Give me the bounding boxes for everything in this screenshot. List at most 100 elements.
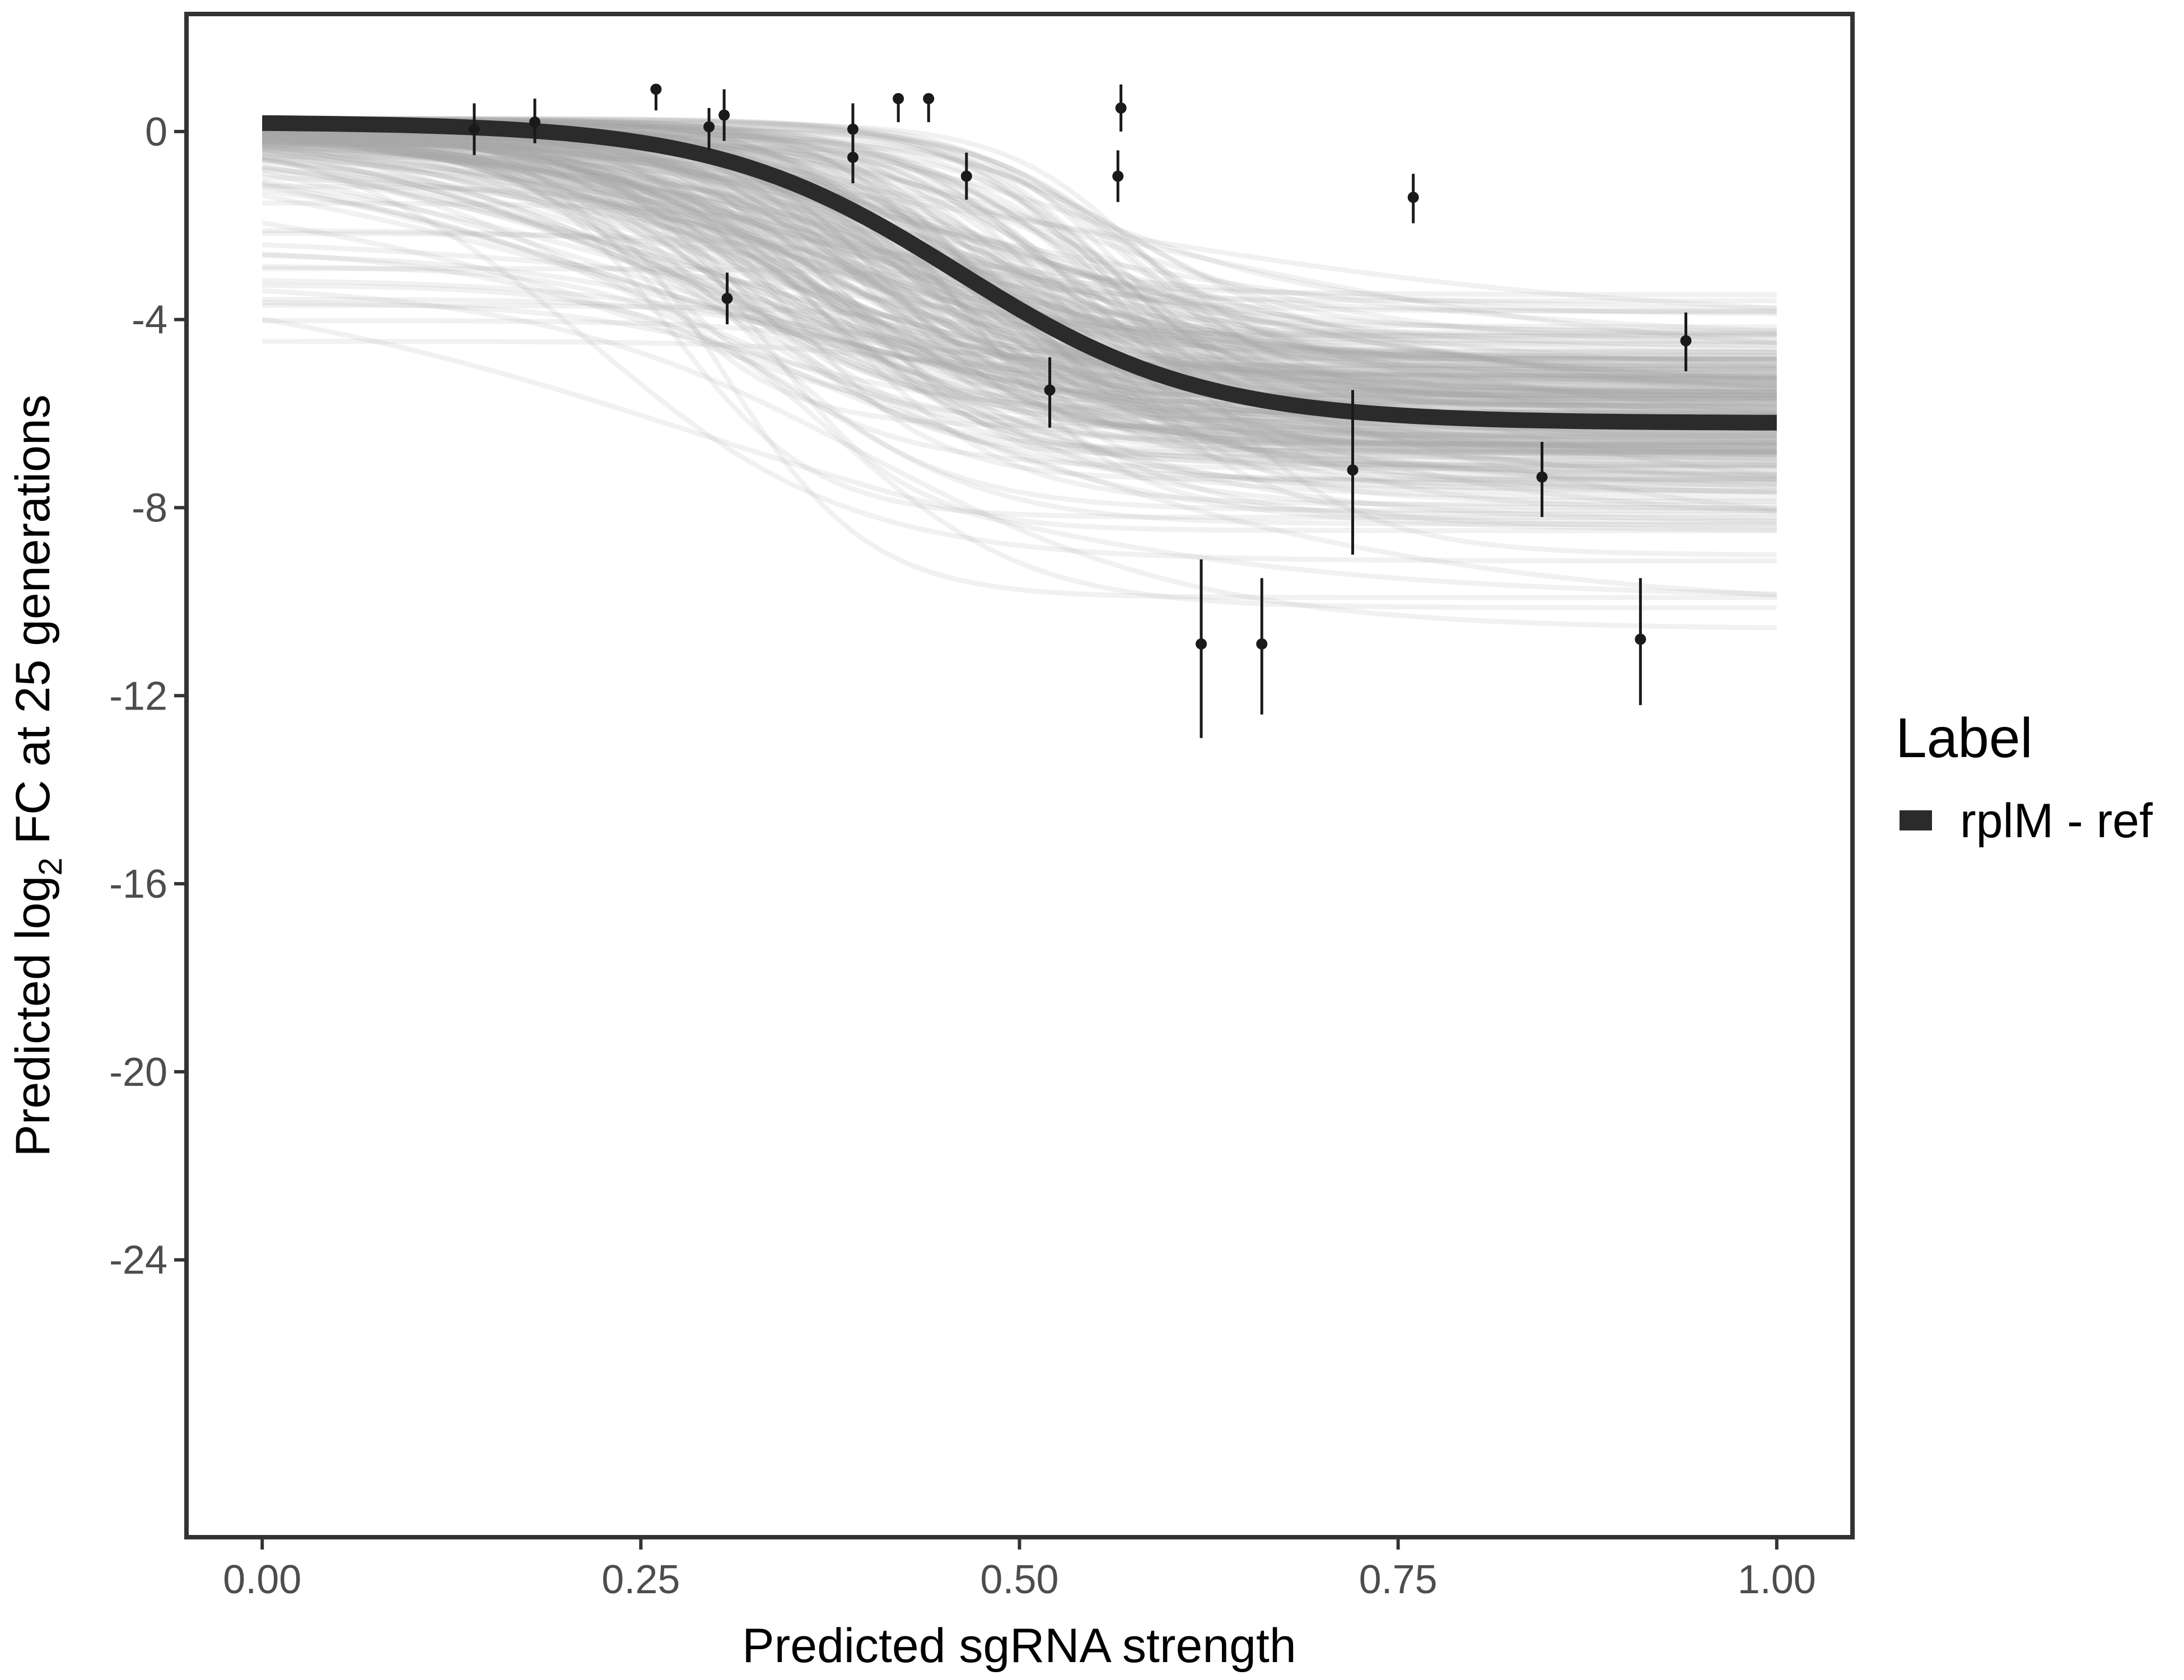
data-point (721, 272, 733, 325)
posterior-draw-line (262, 164, 1777, 464)
posterior-draw-line (262, 149, 1777, 409)
posterior-draw-line (262, 125, 1777, 330)
posterior-draw-line (262, 136, 1777, 363)
data-point (468, 103, 480, 155)
legend-title: Label (1896, 707, 2033, 769)
posterior-draw-line (262, 180, 1777, 454)
posterior-draw-line (262, 129, 1777, 378)
posterior-draw-line (262, 122, 1777, 406)
posterior-draw-line (262, 125, 1777, 454)
y-tick-label: -8 (132, 486, 167, 530)
posterior-draw-line (262, 266, 1777, 304)
posterior-draw-line (262, 127, 1777, 474)
posterior-draw-line (262, 132, 1777, 345)
posterior-draw-line (262, 138, 1777, 316)
posterior-draw-line (262, 142, 1777, 335)
posterior-draw-line (262, 130, 1777, 380)
posterior-draw-line (262, 123, 1777, 460)
posterior-draw-line (262, 131, 1777, 438)
y-axis-title-subscript: 2 (32, 857, 69, 875)
posterior-draw-line (262, 122, 1777, 443)
posterior-draw-line (262, 116, 1777, 435)
posterior-draw-line (262, 116, 1777, 420)
data-point (960, 152, 972, 200)
posterior-draw-line (262, 175, 1777, 388)
posterior-draw-line (262, 131, 1777, 369)
posterior-draw-line (262, 278, 1777, 362)
y-tick-label: -4 (132, 298, 167, 343)
data-points (468, 83, 1692, 738)
posterior-draw-line (262, 141, 1777, 413)
point-marker (847, 123, 858, 135)
posterior-draw-line (262, 128, 1777, 370)
posterior-draw-line (262, 127, 1777, 446)
x-tick-label: 0.50 (980, 1557, 1058, 1602)
posterior-draw-line (262, 126, 1777, 381)
posterior-draw-line (262, 127, 1777, 368)
y-tick-label: -20 (109, 1050, 167, 1095)
posterior-draw-line (262, 253, 1777, 523)
posterior-draw-line (262, 118, 1777, 439)
data-point (1196, 559, 1207, 738)
data-point (529, 99, 541, 143)
posterior-draw-line (262, 146, 1777, 489)
posterior-draw-line (262, 153, 1777, 564)
point-marker (650, 83, 662, 95)
posterior-draw-line (262, 131, 1777, 442)
posterior-draw-line (262, 119, 1777, 408)
posterior-draw-line (262, 129, 1777, 401)
posterior-draw-line (262, 127, 1777, 447)
data-point (1044, 357, 1056, 428)
posterior-draw-line (262, 156, 1777, 458)
fit-curve-rplm-ref (262, 115, 1777, 431)
posterior-draw-line (262, 138, 1777, 416)
posterior-draw-line (262, 297, 1777, 385)
x-tick-label: 0.00 (223, 1557, 301, 1602)
point-marker (1347, 464, 1359, 476)
point-marker (1536, 471, 1548, 483)
posterior-draw-line (262, 138, 1777, 371)
data-point (1347, 390, 1359, 555)
posterior-draw-line (262, 130, 1777, 458)
posterior-draw-line (262, 125, 1777, 468)
data-point (1680, 312, 1692, 372)
x-axis: 0.00 0.25 0.50 0.75 1.00 (223, 1539, 1816, 1602)
point-marker (1407, 192, 1419, 203)
posterior-draw-line (262, 122, 1777, 435)
point-marker (721, 292, 733, 304)
posterior-draw-line (262, 129, 1777, 372)
data-point (650, 83, 662, 111)
posterior-draw-line (262, 126, 1777, 461)
posterior-draw-line (262, 231, 1777, 297)
posterior-draw-line (262, 135, 1777, 379)
posterior-draw-line (262, 142, 1777, 368)
posterior-draw-line (262, 193, 1777, 457)
posterior-draw-line (262, 183, 1777, 441)
posterior-draw-line (262, 142, 1777, 392)
posterior-draw-line (262, 131, 1777, 372)
posterior-draw-line (262, 139, 1777, 414)
posterior-draw-line (262, 134, 1777, 496)
posterior-draw-line (262, 129, 1777, 372)
posterior-draw-line (262, 127, 1777, 373)
posterior-draw-line (262, 145, 1777, 311)
posterior-draw-line (262, 122, 1777, 449)
posterior-draw-line (262, 135, 1777, 411)
posterior-draw-line (262, 131, 1777, 435)
posterior-draw-line (262, 283, 1777, 527)
data-point (1407, 174, 1419, 223)
y-axis-title: Predicted log2 FC at 25 generations (6, 394, 69, 1156)
posterior-draw-line (262, 170, 1777, 410)
legend-label-rplm-ref: rplM - ref (1960, 794, 2153, 848)
posterior-draw-line (262, 128, 1777, 398)
posterior-draw-line (262, 154, 1777, 529)
point-marker (468, 123, 480, 135)
posterior-draw-line (262, 140, 1777, 391)
posterior-draw-line (262, 129, 1777, 471)
data-point (1112, 150, 1124, 202)
posterior-draw-line (262, 122, 1777, 410)
posterior-draw-line (262, 131, 1777, 448)
posterior-draw-line (262, 123, 1777, 431)
posterior-draw-line (262, 127, 1777, 394)
posterior-draw-line (262, 156, 1777, 485)
